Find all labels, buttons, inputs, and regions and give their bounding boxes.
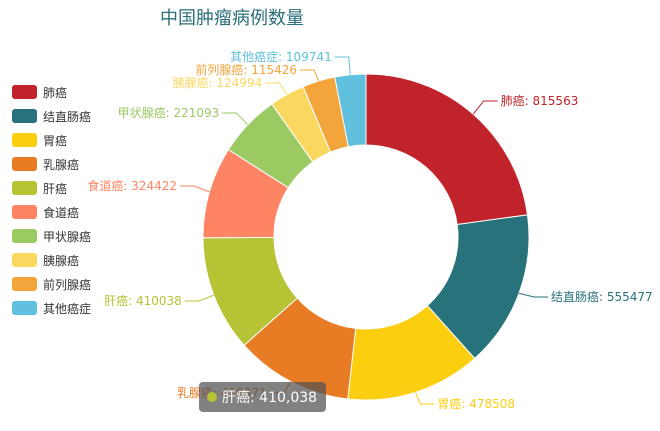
label-leader-line (334, 56, 351, 75)
legend-swatch (12, 253, 37, 267)
legend-label: 肺癌 (43, 85, 68, 100)
legend-label: 前列腺癌 (43, 277, 92, 292)
legend-label: 食道癌 (43, 205, 80, 220)
legend-item[interactable]: 其他癌症 (12, 296, 91, 320)
tooltip-color-dot (207, 392, 217, 402)
slices (202, 73, 530, 401)
label-leader-line (300, 69, 320, 82)
legend-label: 其他癌症 (43, 301, 92, 316)
legend-swatch (12, 181, 37, 195)
legend-item[interactable]: 肺癌 (12, 80, 91, 104)
data-label: 肝癌: 410038 (104, 293, 182, 308)
label-leader-line (184, 294, 214, 302)
legend-item[interactable]: 结直肠癌 (12, 104, 91, 128)
legend-swatch (12, 109, 37, 123)
label-leader-line (179, 185, 210, 193)
label-leader-line (415, 392, 435, 405)
tooltip-text: 肝癌: 410,038 (222, 390, 318, 406)
data-label: 胃癌: 478508 (437, 396, 515, 411)
chart-title: 中国肿瘤病例数量 (160, 8, 304, 29)
legend-label: 结直肠癌 (43, 109, 92, 124)
legend-label: 肝癌 (43, 181, 68, 196)
legend-item[interactable]: 食道癌 (12, 200, 91, 224)
legend: 肺癌结直肠癌胃癌乳腺癌肝癌食道癌甲状腺癌胰腺癌前列腺癌其他癌症 (12, 80, 91, 320)
slice[interactable] (334, 73, 367, 148)
data-label: 甲状腺癌: 221093 (118, 105, 220, 120)
tooltip: 肝癌: 410,038 (199, 382, 327, 412)
legend-swatch (12, 229, 37, 243)
label-leader-line (472, 100, 498, 115)
legend-label: 乳腺癌 (43, 157, 80, 172)
data-label: 前列腺癌: 115426 (195, 62, 297, 77)
legend-swatch (12, 301, 37, 315)
data-label: 肺癌: 815563 (501, 93, 579, 108)
legend-label: 胰腺癌 (43, 253, 80, 268)
legend-label: 胃癌 (43, 133, 68, 148)
legend-item[interactable]: 甲状腺癌 (12, 224, 91, 248)
legend-label: 甲状腺癌 (43, 229, 92, 244)
legend-swatch (12, 133, 37, 147)
legend-swatch (12, 205, 37, 219)
data-label: 食道癌: 324422 (87, 178, 177, 193)
legend-item[interactable]: 前列腺癌 (12, 272, 91, 296)
data-label: 结直肠癌: 555477 (551, 289, 653, 304)
legend-item[interactable]: 乳腺癌 (12, 152, 91, 176)
legend-item[interactable]: 肝癌 (12, 176, 91, 200)
label-leader-line (222, 112, 249, 126)
data-label: 其他癌症: 109741 (230, 49, 332, 64)
label-leader-line (518, 292, 548, 298)
legend-swatch (12, 277, 37, 291)
legend-item[interactable]: 胰腺癌 (12, 248, 91, 272)
legend-item[interactable]: 胃癌 (12, 128, 91, 152)
data-label: 胰腺癌: 124994 (173, 75, 263, 90)
legend-swatch (12, 85, 37, 99)
label-leader-line (265, 82, 288, 95)
legend-swatch (12, 157, 37, 171)
slice[interactable] (365, 73, 529, 226)
